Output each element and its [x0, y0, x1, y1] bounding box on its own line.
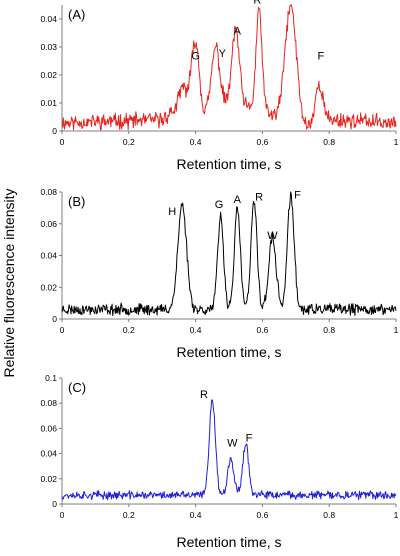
x-tick-label: 1 [394, 325, 399, 335]
peak-label: F [317, 51, 324, 63]
series-line [61, 4, 397, 131]
x-tick-label: 0 [60, 510, 65, 520]
chart-panel: 0 0.02 0.04 0.06 0.08 0 0.2 0.4 0.6 0.8 1 H G A R W F (B)… [40, 187, 398, 360]
peak-label: W [294, 0, 305, 2]
y-tick-label: 0 [52, 314, 57, 324]
x-tick-label: 0.6 [256, 137, 268, 147]
x-tick-label: 0 [60, 137, 65, 147]
peak-label: A [234, 194, 242, 206]
y-tick-label: 0.02 [40, 282, 57, 292]
y-tick-label: 0.02 [40, 70, 57, 80]
peak-label: W [227, 438, 238, 450]
x-tick-label: 0.2 [123, 137, 135, 147]
peak-label: Y [219, 48, 227, 60]
x-axis-title: Retention time, s [176, 534, 281, 550]
x-axis-title: Retention time, s [176, 344, 281, 360]
peak-label: R [255, 192, 263, 204]
x-tick-label: 0.6 [256, 325, 268, 335]
x-tick-label: 1 [394, 510, 399, 520]
panel-label: (A) [68, 7, 85, 22]
y-tick-label: 0.06 [40, 423, 57, 433]
y-tick-label: 0.1 [45, 373, 57, 383]
peak-label: R [200, 389, 208, 401]
x-axis-title: Retention time, s [176, 156, 281, 172]
y-tick-label: 0.02 [40, 474, 57, 484]
y-tick-label: 0 [52, 126, 57, 136]
x-tick-label: 0.4 [190, 510, 202, 520]
y-tick-label: 0.04 [40, 449, 57, 459]
y-tick-label: 0.04 [40, 251, 57, 261]
peak-label: H [168, 206, 176, 218]
x-tick-label: 0.8 [323, 510, 335, 520]
y-tick-label: 0.01 [40, 98, 57, 108]
x-tick-label: 0.2 [123, 325, 135, 335]
series-line [61, 399, 397, 501]
series-line [61, 191, 397, 317]
x-tick-label: 0.8 [323, 137, 335, 147]
y-tick-label: 0.03 [40, 42, 57, 52]
y-tick-label: 0.06 [40, 219, 57, 229]
x-tick-label: 0.4 [190, 325, 202, 335]
peak-label: A [234, 25, 242, 37]
peak-label: R [253, 0, 261, 7]
y-axis-title: Relative fluorescence intensity [1, 188, 17, 377]
x-tick-label: 1 [394, 137, 399, 147]
peak-label: G [191, 51, 200, 63]
peak-label: G [215, 199, 224, 211]
x-tick-label: 0.4 [190, 137, 202, 147]
y-tick-label: 0.08 [40, 187, 57, 197]
peak-label: W [267, 230, 278, 242]
x-tick-label: 0.2 [123, 510, 135, 520]
x-tick-label: 0.6 [256, 510, 268, 520]
x-tick-label: 0.8 [323, 325, 335, 335]
chart-panel: 0 0.01 0.02 0.03 0.04 0 0.2 0.4 0.6 0.8 1 G YA R W F (A)… [40, 0, 398, 172]
x-tick-label: 0 [60, 325, 65, 335]
peak-label: F [246, 433, 253, 445]
y-tick-label: 0 [52, 499, 57, 509]
peak-label: F [294, 189, 301, 201]
y-tick-label: 0.08 [40, 398, 57, 408]
panel-label: (B) [68, 194, 85, 209]
y-tick-label: 0.04 [40, 14, 57, 24]
panel-label: (C) [68, 380, 86, 395]
chart-panel: 0 0.02 0.04 0.06 0.08 0.1 0 0.2 0.4 0.6 0.8 1 R W F (C)… [40, 373, 398, 550]
